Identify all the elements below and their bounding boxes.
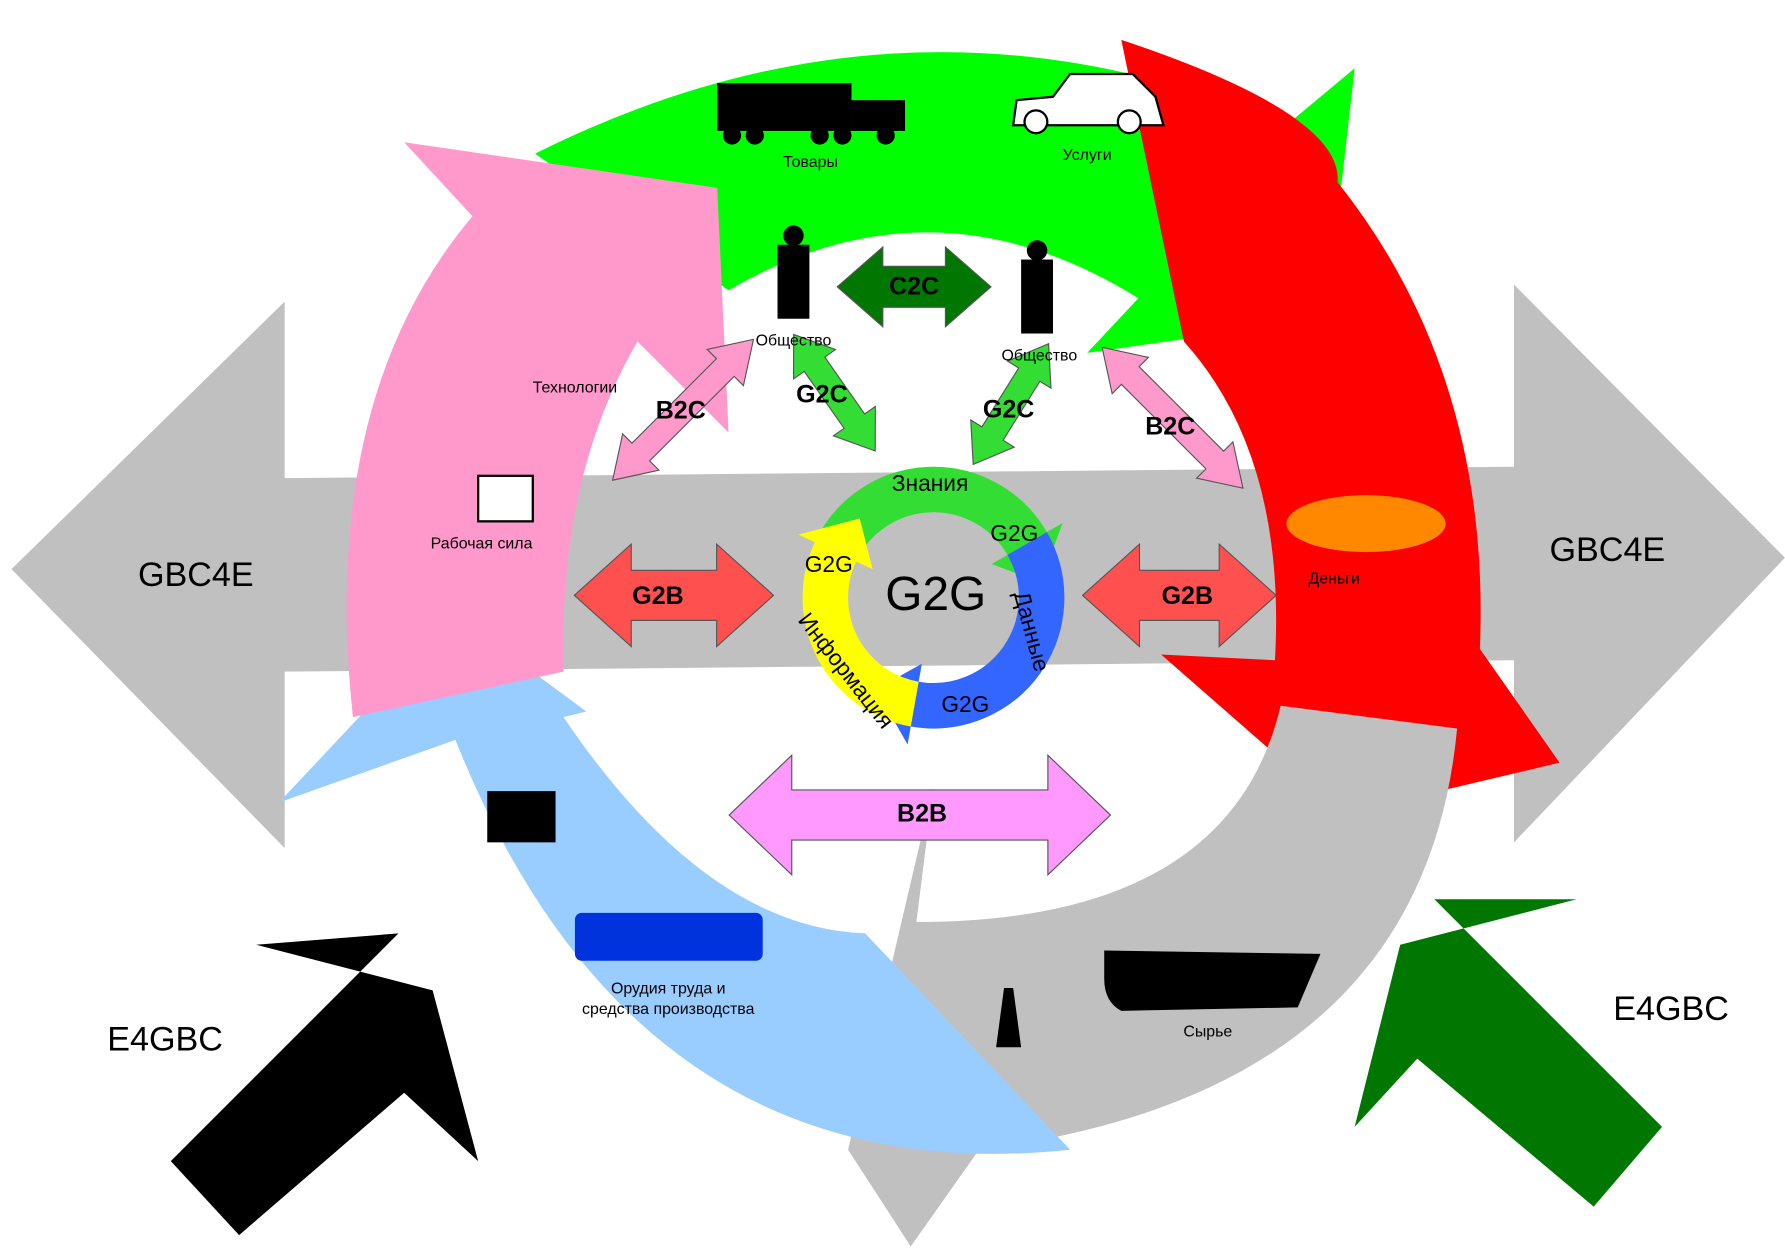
label-g2b: G2B [632,582,683,610]
label-tools: Орудия труда и [611,980,726,997]
black-arrow [171,933,478,1235]
label-c2c: C2C [889,273,939,301]
label-cycle: G2G [990,520,1038,546]
label-b2c: B2C [656,397,706,425]
label-g2c: G2C [796,381,847,409]
dark-green-arrow [1355,899,1662,1206]
label-e4gbc: E4GBC [1613,990,1729,1028]
label-society: Общество [756,333,832,350]
label-labor: Рабочая сила [431,535,533,552]
label-g2b: G2B [1162,582,1213,610]
label-society: Общество [1002,347,1078,364]
label-cycle: G2G [805,551,853,577]
label-services: Услуги [1063,147,1112,164]
label-e4gbc: E4GBC [107,1021,223,1059]
label-g2c: G2C [983,396,1034,424]
diagram: Товары Услуги Общество Общество Технолог… [0,0,1785,1251]
label-goods: Товары [783,154,838,171]
label-technologies: Технологии [533,379,618,396]
label-cycle: G2G [941,691,989,717]
label-gbc4e: GBC4E [138,556,254,594]
center-title: G2G [885,568,986,621]
label-tools: средства производства [582,1001,755,1018]
label-knowledge: Знания [892,470,969,496]
label-money: Деньги [1308,571,1359,588]
label-raw: Сырье [1183,1024,1232,1041]
label-b2b: B2B [897,800,947,828]
label-b2c: B2C [1145,413,1195,441]
label-gbc4e: GBC4E [1550,531,1666,569]
